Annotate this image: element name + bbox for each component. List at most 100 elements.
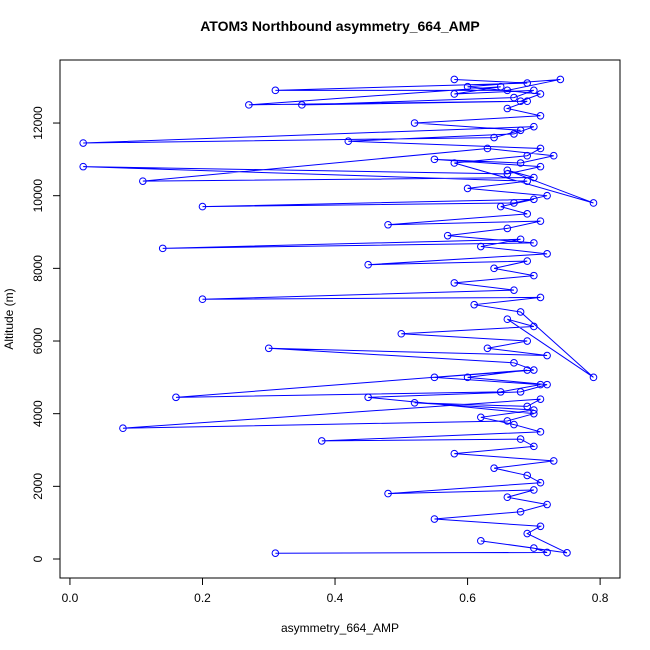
data-point: [516, 308, 525, 316]
data-point: [139, 177, 147, 185]
data-point: [79, 139, 87, 147]
data-point: [510, 199, 518, 207]
data-point: [450, 449, 459, 458]
data-point: [530, 409, 538, 418]
data-point: [510, 420, 518, 429]
data-point: [119, 424, 127, 433]
data-point: [530, 86, 538, 95]
x-tick-label: 0.4: [327, 591, 344, 605]
data-point: [443, 231, 452, 240]
data-point: [516, 388, 525, 396]
data-point: [510, 130, 518, 138]
data-point: [536, 111, 545, 120]
data-point: [450, 279, 459, 287]
plot-box: [59, 59, 621, 579]
data-point: [364, 260, 372, 269]
x-tick-label: 0.0: [62, 591, 79, 605]
data-point: [536, 522, 545, 531]
data-point: [463, 184, 472, 193]
data-point: [384, 489, 392, 498]
data-point: [245, 101, 253, 109]
data-point: [503, 104, 512, 113]
data-point: [483, 144, 492, 153]
data-point: [344, 137, 353, 145]
y-tick-label: 10000: [31, 179, 45, 213]
data-point: [271, 86, 280, 95]
data-point: [523, 151, 532, 160]
data-point: [523, 257, 532, 265]
x-tick-label: 0.6: [459, 591, 476, 605]
data-point: [510, 93, 518, 102]
data-point: [536, 478, 545, 487]
data-point: [530, 195, 538, 204]
data-point: [536, 90, 545, 98]
data-point: [410, 119, 419, 127]
data-point: [536, 162, 545, 171]
data-point: [536, 395, 545, 403]
data-point: [198, 295, 207, 304]
data-point: [503, 315, 512, 324]
data-point: [549, 457, 558, 465]
data-point: [450, 90, 459, 98]
data-point: [410, 398, 419, 407]
data-point: [543, 191, 551, 200]
data-point: [503, 86, 512, 95]
data-point: [543, 250, 551, 258]
chart-title: ATOM3 Northbound asymmetry_664_AMP: [200, 18, 480, 34]
data-point: [503, 166, 512, 175]
data-point: [496, 82, 505, 91]
data-point: [477, 537, 485, 545]
data-point: [430, 515, 439, 523]
data-point: [490, 133, 498, 142]
data-point: [503, 170, 512, 178]
data-point: [536, 217, 545, 225]
data-line: [83, 78, 594, 554]
data-point: [530, 406, 538, 414]
y-tick-label: 8000: [31, 255, 45, 282]
data-point: [264, 344, 273, 353]
data-point: [589, 373, 598, 382]
data-point: [503, 493, 512, 502]
data-point: [536, 144, 545, 153]
y-tick-label: 2000: [31, 473, 45, 500]
data-point: [530, 442, 538, 451]
data-point: [463, 373, 472, 382]
data-point: [516, 435, 525, 443]
x-tick-label: 0.2: [194, 591, 211, 605]
data-point: [536, 380, 545, 389]
data-point: [530, 544, 538, 552]
y-tick-label: 6000: [31, 327, 45, 354]
data-point: [530, 366, 538, 374]
data-point: [450, 159, 459, 167]
data-point: [503, 417, 512, 425]
x-axis-label: asymmetry_664_AMP: [281, 621, 399, 635]
data-point: [430, 155, 439, 164]
data-point: [530, 271, 538, 280]
data-point: [523, 210, 532, 218]
data-point: [490, 464, 498, 472]
data-point: [510, 286, 518, 294]
data-point: [530, 239, 538, 247]
data-point: [483, 344, 492, 353]
data-point: [364, 393, 372, 402]
data-point: [477, 413, 485, 422]
data-point: [556, 75, 565, 84]
data-point: [271, 549, 280, 557]
data-point: [496, 388, 505, 396]
data-point: [530, 486, 538, 494]
data-point: [477, 242, 485, 251]
data-point: [384, 220, 392, 229]
data-point: [397, 329, 406, 338]
data-point: [530, 122, 538, 131]
data-point: [523, 471, 532, 480]
data-point: [543, 500, 551, 509]
x-tick-label: 0.8: [592, 591, 609, 605]
data-point: [158, 244, 167, 253]
data-point: [470, 300, 479, 309]
data-point: [516, 97, 525, 106]
data-point: [79, 162, 87, 171]
data-point: [198, 202, 207, 211]
data-point: [543, 548, 551, 557]
data-point: [463, 82, 472, 91]
